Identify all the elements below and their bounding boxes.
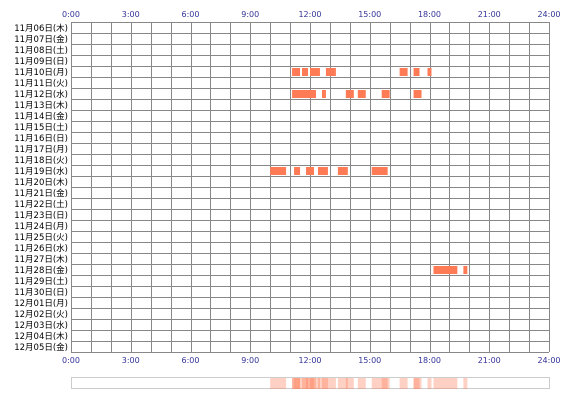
x-tick-label-bottom: 3:00 bbox=[122, 356, 140, 365]
x-tick-label-top: 21:00 bbox=[478, 10, 501, 19]
summary-bar bbox=[463, 378, 468, 389]
x-tick-label-top: 0:00 bbox=[62, 10, 80, 19]
date-row-label: 11月06日(木) bbox=[14, 23, 68, 34]
activity-bar bbox=[427, 68, 432, 76]
x-tick-label-top: 18:00 bbox=[418, 10, 441, 19]
date-row-label: 12月02日(火) bbox=[14, 310, 68, 320]
date-row-label: 11月25日(火) bbox=[14, 233, 68, 243]
date-row-label: 11月28日(金) bbox=[14, 265, 68, 276]
date-row-label: 11月24日(月) bbox=[14, 222, 68, 232]
date-row-label: 11月17日(月) bbox=[14, 145, 68, 155]
activity-bar bbox=[371, 167, 388, 175]
x-tick-label-top: 24:00 bbox=[537, 10, 560, 19]
activity-bar bbox=[270, 167, 287, 175]
summary-bar bbox=[292, 378, 301, 389]
summary-bar bbox=[427, 378, 432, 389]
date-row-label: 11月07日(金) bbox=[14, 34, 68, 45]
x-tick-label-bottom: 0:00 bbox=[62, 356, 80, 365]
x-tick-label-bottom: 12:00 bbox=[298, 356, 321, 365]
date-row-label: 11月30日(日) bbox=[14, 288, 68, 298]
date-row-label: 11月29日(土) bbox=[14, 276, 68, 287]
date-row-label: 11月08日(土) bbox=[14, 45, 68, 56]
x-tick-label-top: 6:00 bbox=[182, 10, 200, 19]
summary-bar bbox=[371, 378, 388, 389]
summary-strip bbox=[71, 377, 550, 389]
date-row-label: 11月26日(水) bbox=[14, 243, 68, 254]
date-row-label: 11月09日(日) bbox=[14, 57, 68, 67]
activity-bar bbox=[292, 68, 301, 76]
date-row-label: 11月15日(土) bbox=[14, 122, 68, 133]
activity-bar bbox=[292, 90, 316, 98]
time-axis-ticks: 0:00 0:00 3:00 3:00 6:00 6:00 9:00 9:00 12:00 12:… bbox=[62, 10, 561, 365]
date-row-label: 12月04日(木) bbox=[14, 331, 68, 342]
date-row-labels: 11月06日(木)11月07日(金)11月08日(土)11月09日(日)11月1… bbox=[14, 23, 68, 353]
date-row-label: 11月27日(木) bbox=[14, 254, 68, 265]
x-tick-label-top: 12:00 bbox=[298, 10, 321, 19]
x-tick-label-top: 9:00 bbox=[241, 10, 259, 19]
x-tick-label-bottom: 15:00 bbox=[358, 356, 381, 365]
date-row-label: 12月01日(月) bbox=[14, 299, 68, 309]
activity-bar bbox=[302, 68, 309, 76]
x-tick-label-bottom: 6:00 bbox=[182, 356, 200, 365]
date-row-label: 11月14日(金) bbox=[14, 111, 68, 122]
summary-bar bbox=[357, 378, 366, 389]
activity-bar bbox=[399, 68, 408, 76]
activity-bar bbox=[413, 90, 422, 98]
activity-bar bbox=[345, 90, 354, 98]
summary-bar bbox=[325, 378, 336, 389]
activity-bar bbox=[321, 90, 326, 98]
summary-bar bbox=[413, 378, 422, 389]
date-row-label: 11月20日(木) bbox=[14, 177, 68, 188]
date-row-label: 11月19日(水) bbox=[14, 166, 68, 177]
date-row-label: 11月16日(日) bbox=[14, 134, 68, 144]
x-tick-label-top: 15:00 bbox=[358, 10, 381, 19]
summary-bar bbox=[302, 378, 309, 389]
summary-bar bbox=[292, 378, 316, 389]
activity-bars bbox=[270, 68, 468, 274]
activity-bar bbox=[413, 68, 420, 76]
summary-bar bbox=[337, 378, 348, 389]
summary-bar bbox=[270, 378, 287, 389]
summary-bar bbox=[345, 378, 354, 389]
x-tick-label-bottom: 18:00 bbox=[418, 356, 441, 365]
summary-bar bbox=[321, 378, 326, 389]
activity-bar bbox=[381, 90, 390, 98]
date-row-label: 11月18日(火) bbox=[14, 156, 68, 166]
summary-bar bbox=[399, 378, 408, 389]
date-row-label: 11月23日(日) bbox=[14, 211, 68, 221]
summary-frame bbox=[71, 377, 550, 389]
date-row-label: 11月21日(金) bbox=[14, 188, 68, 199]
summary-bar bbox=[294, 378, 301, 389]
date-row-label: 12月05日(金) bbox=[14, 342, 68, 353]
activity-bar bbox=[317, 167, 328, 175]
activity-bar bbox=[325, 68, 336, 76]
date-row-label: 11月22日(土) bbox=[14, 199, 68, 210]
chart-grid bbox=[71, 22, 550, 353]
summary-bar bbox=[433, 378, 458, 389]
x-tick-label-bottom: 9:00 bbox=[241, 356, 259, 365]
summary-bar bbox=[381, 378, 390, 389]
activity-bar bbox=[294, 167, 301, 175]
summary-bar bbox=[317, 378, 328, 389]
date-row-label: 12月03日(水) bbox=[14, 320, 68, 331]
x-tick-label-top: 3:00 bbox=[122, 10, 140, 19]
summary-bar bbox=[306, 378, 314, 389]
date-row-label: 11月11日(火) bbox=[14, 79, 68, 89]
date-row-label: 11月12日(水) bbox=[14, 89, 68, 100]
date-row-label: 11月10日(月) bbox=[14, 68, 68, 78]
summary-bar bbox=[413, 378, 420, 389]
activity-bar bbox=[357, 90, 366, 98]
activity-bar bbox=[463, 266, 468, 274]
summary-bar bbox=[310, 378, 320, 389]
activity-bar bbox=[310, 68, 320, 76]
activity-bar bbox=[433, 266, 458, 274]
date-row-label: 11月13日(木) bbox=[14, 100, 68, 111]
activity-bar bbox=[306, 167, 314, 175]
activity-bar bbox=[337, 167, 348, 175]
x-tick-label-bottom: 21:00 bbox=[478, 356, 501, 365]
x-tick-label-bottom: 24:00 bbox=[537, 356, 560, 365]
